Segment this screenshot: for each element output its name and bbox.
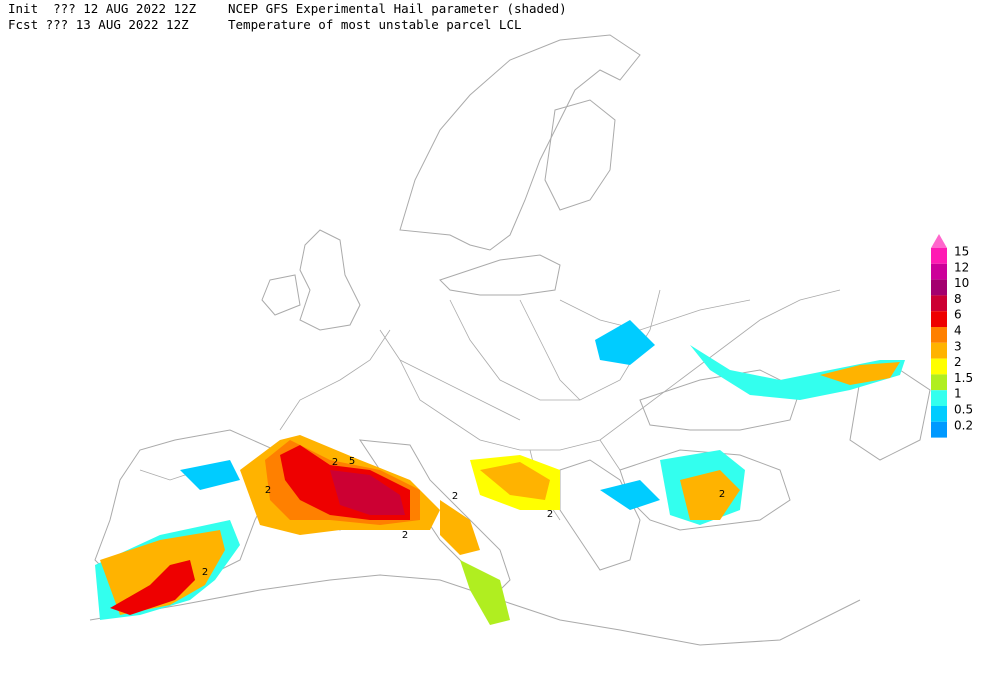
legend-label: 6 bbox=[954, 308, 962, 322]
legend-label: 12 bbox=[954, 260, 969, 274]
legend-swatch bbox=[931, 263, 947, 280]
legend-swatch bbox=[931, 390, 947, 406]
legend-swatch bbox=[931, 358, 947, 375]
legend-swatch bbox=[931, 279, 947, 296]
legend-swatch bbox=[931, 295, 947, 312]
legend-label: 1 bbox=[954, 387, 962, 401]
contour-label: 2 bbox=[402, 530, 408, 541]
contour-label: 2 bbox=[719, 489, 725, 500]
init-time: Init ??? 12 AUG 2022 12Z bbox=[8, 1, 197, 16]
legend-swatch bbox=[931, 374, 947, 391]
legend-swatch bbox=[931, 327, 947, 343]
contour-label: 2 bbox=[265, 485, 271, 496]
legend-swatch bbox=[931, 342, 947, 359]
legend-swatch bbox=[931, 311, 947, 327]
contour-label: 2 bbox=[452, 491, 458, 502]
legend-label: 8 bbox=[954, 292, 962, 306]
legend-arrow bbox=[931, 234, 947, 248]
title: NCEP GFS Experimental Hail parameter (sh… bbox=[228, 1, 567, 16]
legend-label: 3 bbox=[954, 339, 962, 353]
legend-label: 10 bbox=[954, 276, 969, 290]
legend-label: 15 bbox=[954, 245, 969, 259]
legend-swatch bbox=[931, 406, 947, 422]
subtitle: Temperature of most unstable parcel LCL bbox=[228, 17, 522, 32]
legend-label: 1.5 bbox=[954, 371, 973, 385]
contour-label: 2 bbox=[202, 567, 208, 578]
legend-label: 0.2 bbox=[954, 418, 973, 432]
contour-label: 2 bbox=[332, 457, 338, 468]
contour-labels: 2 5 2 2 2 2 2 2 bbox=[202, 456, 725, 578]
legend-swatch bbox=[931, 421, 947, 438]
contour-label: 2 bbox=[547, 509, 553, 520]
legend-label: 4 bbox=[954, 324, 962, 338]
legend-label: 0.5 bbox=[954, 403, 973, 417]
contour-label: 5 bbox=[349, 456, 355, 467]
legend-label: 2 bbox=[954, 355, 962, 369]
hail-shading bbox=[95, 320, 905, 625]
forecast-time: Fcst ??? 13 AUG 2022 12Z bbox=[8, 17, 189, 32]
legend-swatch bbox=[931, 248, 947, 264]
